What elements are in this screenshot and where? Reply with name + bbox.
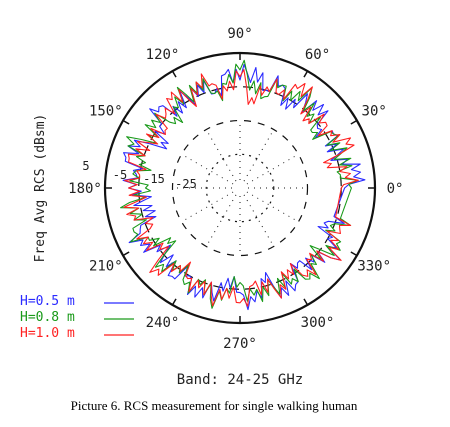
legend-label: H=0.8 m <box>20 310 75 325</box>
grid-spoke <box>205 129 237 182</box>
angle-label: 120° <box>146 47 180 63</box>
angle-tick <box>350 251 358 257</box>
angle-label: 300° <box>301 315 335 331</box>
radial-tick-label: -15 <box>143 172 165 186</box>
series-line <box>123 69 359 307</box>
angle-label: 270° <box>223 336 257 352</box>
angle-label: 210° <box>89 259 123 275</box>
angle-label: 30° <box>362 104 387 120</box>
legend: H=0.5 mH=0.8 mH=1.0 m <box>20 294 134 341</box>
grid-spoke <box>243 129 275 182</box>
angle-label: 240° <box>146 315 180 331</box>
angle-tick <box>171 70 177 78</box>
angle-label: 330° <box>357 259 391 275</box>
grid-spoke <box>205 194 237 247</box>
radial-tick-label: 5 <box>82 159 89 173</box>
grid-ring <box>171 119 309 257</box>
angle-label: 90° <box>227 26 252 42</box>
y-axis-label: Freq Avg RCS (dBsm) <box>33 114 48 263</box>
angle-tick <box>303 70 309 78</box>
angle-label: 60° <box>305 47 330 63</box>
legend-label: H=0.5 m <box>20 294 75 309</box>
angle-tick <box>303 298 309 306</box>
angle-tick <box>122 251 130 257</box>
radial-tick-labels: 5 -5 -15 -25 <box>82 159 196 191</box>
angle-tick <box>122 119 130 125</box>
series-line <box>122 63 366 311</box>
series-layer <box>120 59 366 311</box>
band-label: Band: 24-25 GHz <box>177 372 303 388</box>
angle-label: 0° <box>387 181 404 197</box>
figure-caption: Picture 6. RCS measurement for single wa… <box>71 398 358 413</box>
angle-label: 180° <box>68 181 102 197</box>
angle-label: 150° <box>89 104 123 120</box>
grid-spoke <box>243 194 275 247</box>
grid <box>103 51 377 325</box>
grid-ring <box>205 153 275 223</box>
radial-tick-label: -25 <box>175 177 197 191</box>
legend-label: H=1.0 m <box>20 326 75 341</box>
grid-spoke <box>181 191 234 223</box>
angle-tick <box>350 119 358 125</box>
radial-tick-label: -5 <box>113 168 127 182</box>
angle-labels: 0° 30° 60° 90° 120° 150° 180° 210° 240° 270° 300° 3… <box>68 26 403 352</box>
angle-tick <box>171 298 177 306</box>
